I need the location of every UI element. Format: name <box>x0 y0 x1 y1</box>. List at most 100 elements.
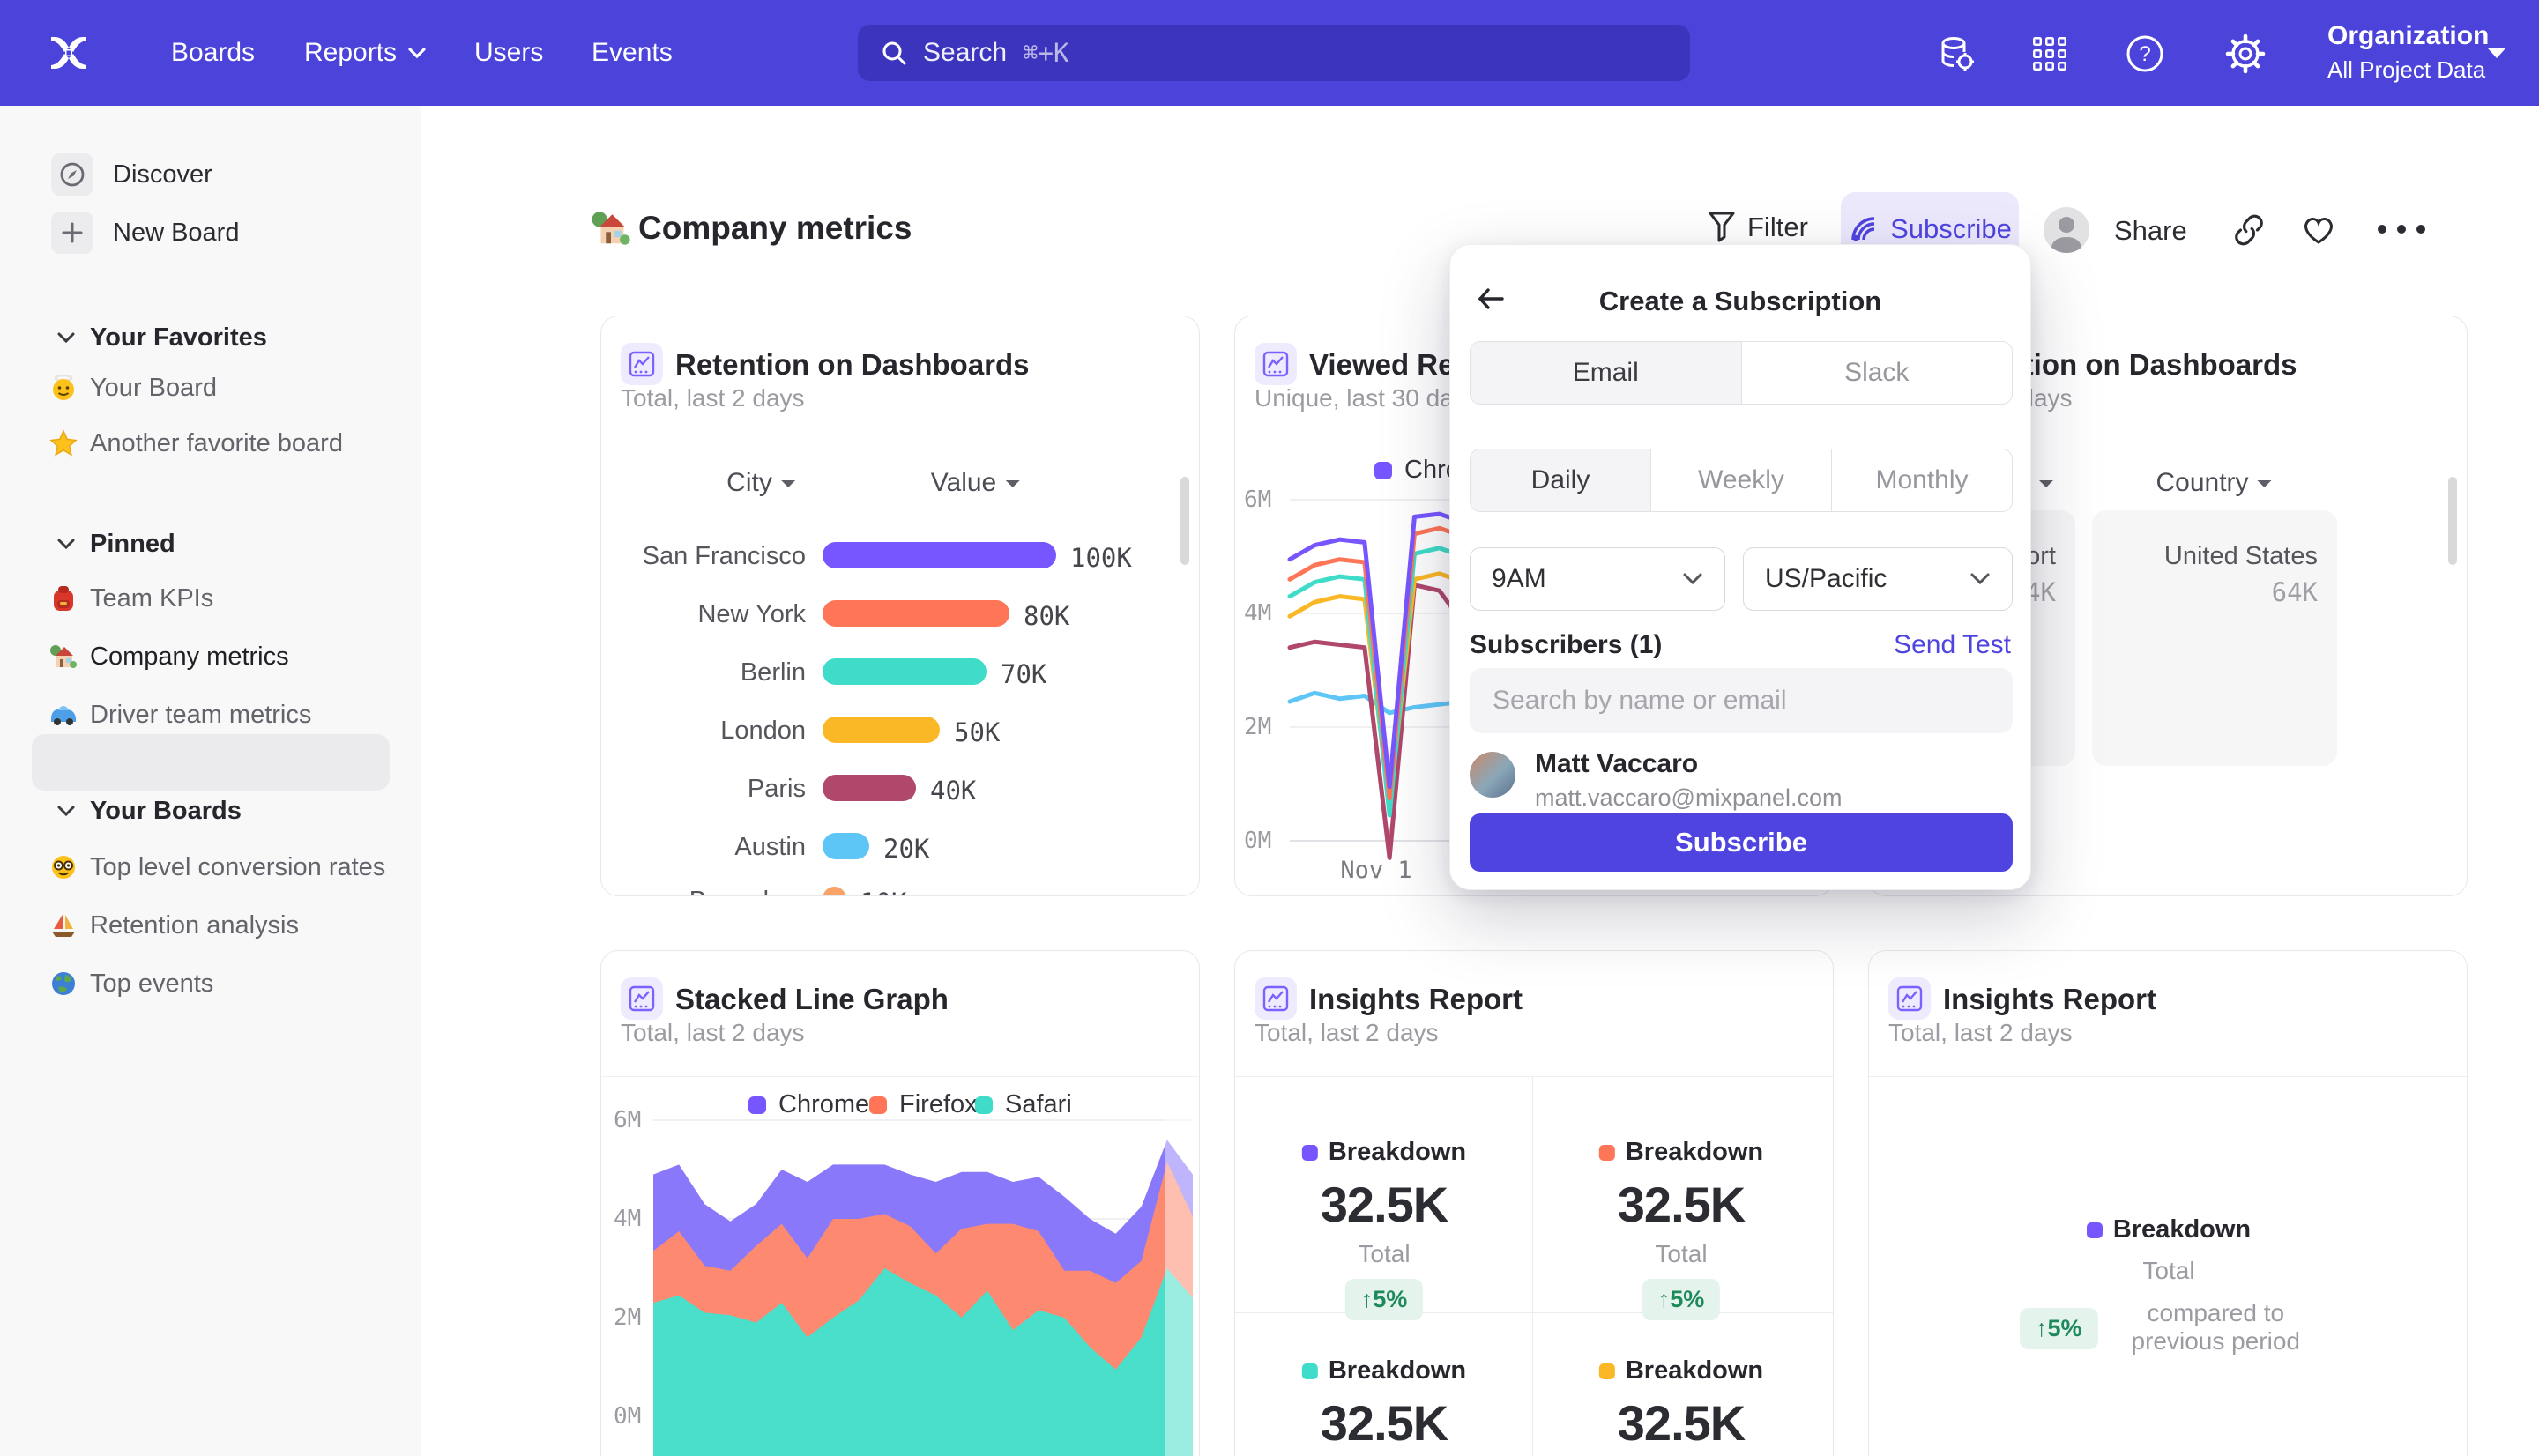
subscriber-avatar <box>1470 752 1515 798</box>
sidebar-item-another-favorite-board[interactable]: Another favorite board <box>0 418 421 469</box>
delta-note: compared to previous period <box>2131 1299 2300 1355</box>
rss-subscribe-icon <box>1851 217 1875 241</box>
report-icon <box>1888 977 1931 1020</box>
copy-link-icon[interactable] <box>2232 213 2266 247</box>
nav-item-users[interactable]: Users <box>474 38 544 67</box>
chevron-down-icon <box>408 48 426 59</box>
sidebar-item-discover[interactable]: Discover <box>0 150 421 199</box>
subscribers-label: Subscribers (1) <box>1470 630 1663 659</box>
subscriber-email: matt.vaccaro@mixpanel.com <box>1535 784 1843 811</box>
card-subtitle: Unique, last 30 days <box>1255 384 1478 412</box>
legend-item-chrome: Chrome <box>748 1090 869 1119</box>
report-icon <box>1255 343 1297 385</box>
globe-icon <box>52 972 75 995</box>
y-tick: 0M <box>614 1403 642 1430</box>
bar <box>823 833 869 859</box>
org-switcher[interactable]: Organization All Project Data <box>2327 21 2489 84</box>
chevron-down-icon <box>57 806 75 817</box>
send-test-link[interactable]: Send Test <box>1894 630 2011 659</box>
report-icon <box>1255 977 1297 1020</box>
frequency-tabs: Daily Weekly Monthly <box>1470 449 2013 512</box>
compass-icon <box>60 162 85 187</box>
tab-weekly[interactable]: Weekly <box>1650 449 1831 511</box>
column-header-value[interactable]: Value <box>931 468 1020 498</box>
sidebar-item-driver-team-metrics[interactable]: Driver team metrics <box>0 689 421 740</box>
avatar[interactable] <box>2044 207 2089 253</box>
subscribe-submit-button[interactable]: Subscribe <box>1470 813 2013 872</box>
sidebar-section-your-boards[interactable]: Your Boards <box>0 789 421 833</box>
card-title: Insights Report <box>1309 983 1523 1015</box>
y-tick: 6M <box>1244 487 1272 513</box>
sidebar-item-top-level-conversion-rates[interactable]: Top level conversion rates <box>0 842 421 893</box>
sidebar-item-new-board[interactable]: New Board <box>0 208 421 257</box>
timezone-select[interactable]: US/Pacific <box>1743 547 2013 611</box>
nav-item-events[interactable]: Events <box>592 38 673 67</box>
metric-quadrant: Breakdown 32.5K Total ↑5% <box>1301 1356 1466 1456</box>
nav-item-reports[interactable]: Reports <box>304 0 427 106</box>
favorite-heart-icon[interactable] <box>2301 213 2336 247</box>
sidebar-item-company-metrics[interactable]: Company metrics <box>0 631 421 682</box>
card-retention-bars: Retention on Dashboards Total, last 2 da… <box>600 316 1200 896</box>
card-subtitle: Total, last 2 days <box>1888 1019 2073 1046</box>
sidebar-item-retention-analysis[interactable]: Retention analysis <box>0 900 421 951</box>
column-header-country[interactable]: Country <box>2156 468 2272 498</box>
filter-button[interactable]: Filter <box>1709 212 1808 243</box>
search-icon <box>882 41 906 65</box>
share-button[interactable]: Share <box>2114 215 2187 246</box>
card-insights-single: Insights Report Total, last 2 days Break… <box>1868 950 2468 1456</box>
search-placeholder: Search <box>923 38 1008 67</box>
org-chevron-down-icon <box>2488 48 2505 58</box>
sidebar-item-team-kpis[interactable]: Team KPIs <box>0 573 421 624</box>
metric-summary: Breakdown Total ↑5% compared to previous… <box>2020 1215 2318 1356</box>
sidebar: Discover New Board Your Favorites Your B… <box>0 106 421 1456</box>
chevron-down-icon <box>1683 573 1702 585</box>
sidebar-section-pinned[interactable]: Pinned <box>0 522 421 566</box>
star-icon <box>49 429 78 457</box>
more-options-icon[interactable] <box>2375 222 2428 236</box>
search-input[interactable]: Search ⌘+K <box>858 25 1690 81</box>
back-arrow-icon[interactable] <box>1477 287 1505 310</box>
backpack-icon <box>54 586 73 611</box>
time-select[interactable]: 9AM <box>1470 547 1725 611</box>
apps-grid-icon[interactable] <box>2029 33 2070 74</box>
subscriber-search-input[interactable]: Search by name or email <box>1470 668 2013 733</box>
tab-daily[interactable]: Daily <box>1471 449 1650 511</box>
board-title-icon <box>592 212 630 245</box>
bar-row: London 50K <box>720 717 1001 747</box>
org-project: All Project Data <box>2327 56 2486 83</box>
sidebar-item-your-board[interactable]: Your Board <box>0 362 421 413</box>
help-icon[interactable]: ? <box>2125 33 2165 74</box>
tab-email[interactable]: Email <box>1471 342 1741 404</box>
mixpanel-logo-icon[interactable] <box>48 32 90 74</box>
card-stacked-line-graph: Stacked Line Graph Total, last 2 days Ch… <box>600 950 1200 1456</box>
data-management-icon[interactable] <box>1936 33 1977 74</box>
card-title: Insights Report <box>1943 983 2157 1015</box>
tab-slack[interactable]: Slack <box>1740 342 2013 404</box>
sidebar-section-your-favorites[interactable]: Your Favorites <box>0 316 421 360</box>
sailboat-icon <box>52 913 75 937</box>
sort-arrow-icon <box>1005 480 1020 494</box>
tab-monthly[interactable]: Monthly <box>1831 449 2012 511</box>
plus-icon <box>62 222 83 243</box>
card-scrollbar[interactable] <box>2448 477 2457 565</box>
delta-badge: ↑5% <box>2020 1307 2098 1349</box>
bar-row: Austin 20K <box>734 833 930 864</box>
nerd-face-icon <box>52 856 75 879</box>
card-subtitle: Total, last 2 days <box>621 384 805 412</box>
create-subscription-modal: Create a Subscription Email Slack Daily … <box>1449 244 2031 890</box>
bar-row: Berlin 70K <box>740 658 1047 689</box>
bar <box>823 887 846 895</box>
sidebar-selected-pill <box>32 734 390 791</box>
filter-funnel-icon <box>1709 212 1735 242</box>
bar <box>823 542 1056 568</box>
channel-tabs: Email Slack <box>1470 341 2013 405</box>
card-scrollbar[interactable] <box>1180 477 1189 565</box>
bar <box>823 717 940 743</box>
column-header-city[interactable]: City <box>726 468 795 498</box>
metric-quadrant: Breakdown 32.5K Total ↑5% <box>1598 1356 1763 1456</box>
nav-item-boards[interactable]: Boards <box>171 38 256 67</box>
delta-badge: ↑5% <box>1344 1279 1424 1320</box>
settings-gear-icon[interactable] <box>2225 33 2266 74</box>
sidebar-item-top-events[interactable]: Top events <box>0 958 421 1009</box>
chevron-down-icon <box>57 539 75 550</box>
